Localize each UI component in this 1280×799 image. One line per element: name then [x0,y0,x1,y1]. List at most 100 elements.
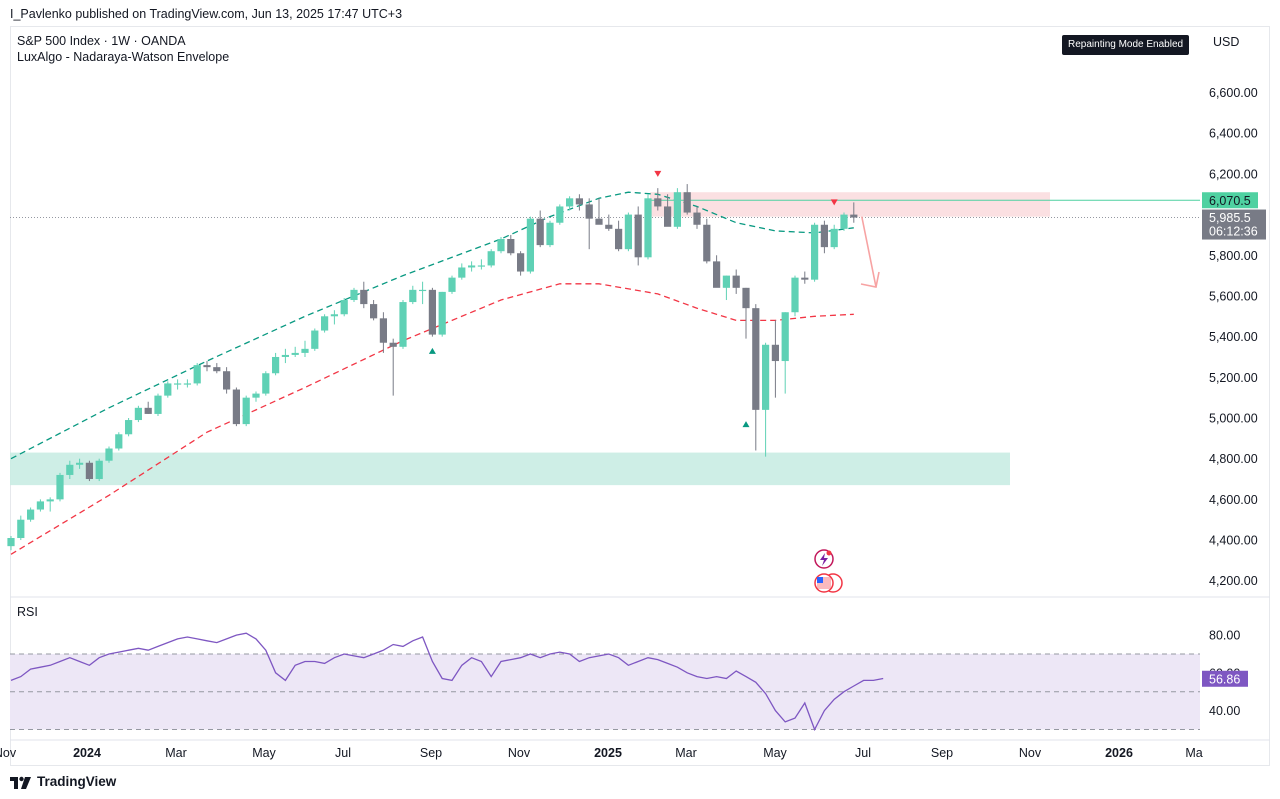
candle-body [438,291,446,335]
candle-body [830,228,838,248]
candle-body [36,501,44,510]
time-axis-label: Nov [508,746,531,760]
candle-body [536,218,544,246]
candle-body [291,352,299,355]
time-axis-label: May [252,746,276,760]
candle-body [771,344,779,362]
candle-body [634,214,642,258]
candle-body [7,538,15,547]
candle-body [252,393,260,398]
upper-envelope-line [10,191,854,460]
candle-body [203,365,211,368]
candle-body [419,289,427,292]
candle-body [428,289,436,335]
indicator-legend[interactable]: LuxAlgo - Nadaraya-Watson Envelope [17,50,230,64]
candle-body [517,253,525,272]
candle-body [95,460,103,480]
candle-body [762,344,770,410]
time-axis-label: Mar [165,746,187,760]
candle-body [134,407,142,421]
projection-arrow [861,216,877,288]
candle-body [56,474,64,500]
price-axis-label: 5,600.00 [1209,289,1258,303]
time-axis-label: 2025 [594,746,622,760]
candle-body [321,316,329,331]
tradingview-wordmark: TradingView [37,774,117,789]
candle-body [115,434,123,449]
candle-body [174,383,182,385]
support-zone [10,452,1010,486]
price-axis-label: 4,400.00 [1209,534,1258,548]
candle-body [752,308,760,410]
price-axis-label: 5,200.00 [1209,371,1258,385]
chart-frame [10,26,1270,766]
lightning-icon [820,553,828,566]
rsi-legend[interactable]: RSI [17,605,38,619]
notification-dot-icon [826,550,832,556]
buy-signal-marker [742,421,750,428]
price-axis-label: 4,200.00 [1209,574,1258,588]
candle-body [566,198,574,207]
candle-body [272,356,280,374]
candle-body [17,519,25,539]
flag-canton-icon [817,577,823,583]
candle-body [624,214,632,250]
level-price-tag [1202,192,1258,209]
candle-body [791,277,799,313]
rsi-axis-label: 40.00 [1209,704,1240,718]
candle-body [262,373,270,394]
candle-body [615,228,623,250]
candle-body [330,314,338,317]
candle-body [66,464,74,475]
currency-selector[interactable]: USD [1213,35,1240,49]
rsi-value-tag [1202,670,1248,687]
candle-body [605,224,613,229]
price-axis-label: 5,800.00 [1209,249,1258,263]
candle-body [399,302,407,347]
candle-body [183,383,191,385]
candle-body [673,192,681,227]
candle-body [242,397,250,425]
price-axis-label: 4,800.00 [1209,452,1258,466]
symbol-legend[interactable]: S&P 500 Index · 1W · OANDA [17,34,186,48]
last-price-label: 5,985.5 [1209,211,1251,225]
candle-body [125,420,133,435]
candle-body [409,289,417,303]
candle-body [654,198,662,207]
candle-body [713,261,721,288]
candle-body [477,265,485,267]
price-axis-label: 6,400.00 [1209,127,1258,141]
candle-body [232,389,240,425]
buy-signal-marker [428,347,436,354]
candle-body [468,265,476,268]
time-axis-label: Ma [1185,746,1202,760]
candle-body [683,192,691,213]
candle-body [546,222,554,246]
time-axis-label: Jul [855,746,871,760]
candle-body [389,342,397,347]
candle-body [144,407,152,414]
last-price-tag [1202,209,1266,240]
candle-body [164,383,172,396]
candle-body [379,318,387,343]
rsi-line [10,632,884,732]
tradingview-logo[interactable]: TradingView [10,774,116,789]
candle-body [850,214,858,218]
price-axis-label: 5,000.00 [1209,412,1258,426]
level-price-label: 6,070.5 [1209,194,1251,208]
time-axis-label: 2024 [73,746,101,760]
sell-signal-marker [830,199,838,206]
candle-body [76,462,84,465]
candle-body [585,204,593,219]
time-axis-label: Sep [931,746,953,760]
candle-body [448,277,456,292]
price-axis-label: 6,600.00 [1209,86,1258,100]
candle-body [370,304,378,319]
publish-caption: I_Pavlenko published on TradingView.com,… [10,7,403,21]
candle-body [722,275,730,288]
candle-body [526,218,534,272]
time-axis-label: Nov [1019,746,1042,760]
projection-arrowhead [860,271,880,288]
candle-body [193,365,201,384]
